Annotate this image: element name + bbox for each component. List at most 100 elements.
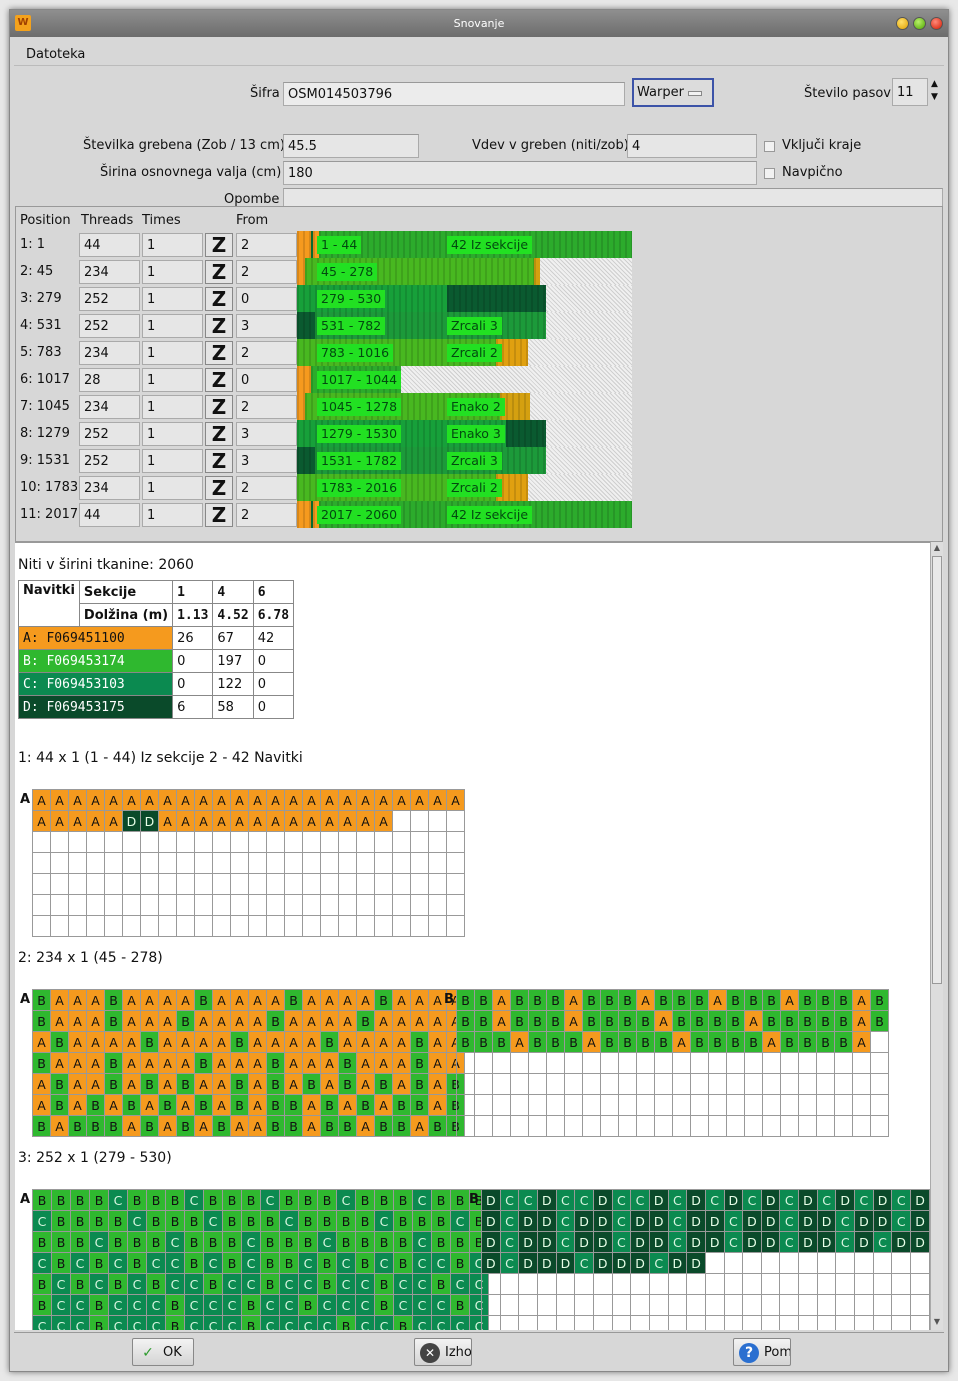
threads-input[interactable]: 252 <box>79 314 140 338</box>
z-direction-icon[interactable]: Z <box>205 449 233 473</box>
z-direction-icon[interactable]: Z <box>205 314 233 338</box>
grid-cell <box>122 831 141 853</box>
reed-input[interactable]: 45.5 <box>283 134 419 158</box>
from-input[interactable]: 3 <box>236 314 297 338</box>
thread-band <box>297 393 305 420</box>
grid-cell <box>410 894 429 916</box>
grid-cell <box>510 1115 529 1137</box>
code-input[interactable]: OSM014503796 <box>283 82 625 106</box>
threads-input[interactable]: 252 <box>79 449 140 473</box>
z-direction-icon[interactable]: Z <box>205 503 233 527</box>
scroll-down-icon[interactable]: ▼ <box>933 1317 941 1326</box>
grid-cell: B <box>32 1231 52 1253</box>
times-input[interactable]: 1 <box>142 287 203 311</box>
from-input[interactable]: 2 <box>236 476 297 500</box>
grid-cell <box>708 1073 727 1095</box>
scroll-thumb[interactable] <box>932 556 942 984</box>
times-input[interactable]: 1 <box>142 449 203 473</box>
menu-file[interactable]: Datoteka <box>26 47 86 62</box>
from-input[interactable]: 2 <box>236 233 297 257</box>
z-direction-icon[interactable]: Z <box>205 368 233 392</box>
grid-cell <box>320 915 339 937</box>
from-input[interactable]: 2 <box>236 503 297 527</box>
grid-cell: B <box>338 1052 357 1074</box>
bands-stepper[interactable]: 11 <box>892 78 928 106</box>
grid-cell: C <box>336 1273 356 1295</box>
z-direction-icon[interactable]: Z <box>205 341 233 365</box>
grid-cell: B <box>140 1115 159 1137</box>
stepper-arrows-icon[interactable]: ▲ ▼ <box>931 79 938 102</box>
from-input[interactable]: 3 <box>236 422 297 446</box>
maximize-button[interactable] <box>913 17 926 30</box>
times-input[interactable]: 1 <box>142 260 203 284</box>
scroll-up-icon[interactable]: ▲ <box>933 543 941 552</box>
grid-cell <box>68 852 87 874</box>
vertical-checkbox[interactable] <box>764 168 775 179</box>
times-input[interactable]: 1 <box>142 314 203 338</box>
times-input[interactable]: 1 <box>142 395 203 419</box>
from-input[interactable]: 2 <box>236 395 297 419</box>
grid-cell <box>654 1073 673 1095</box>
entry-input[interactable]: 4 <box>627 134 757 158</box>
z-direction-icon[interactable]: Z <box>205 395 233 419</box>
grid-cell: A <box>302 989 321 1011</box>
grid-cell: A <box>122 989 141 1011</box>
threads-input[interactable]: 234 <box>79 476 140 500</box>
from-input[interactable]: 0 <box>236 368 297 392</box>
minimize-button[interactable] <box>896 17 909 30</box>
grid-cell <box>194 894 213 916</box>
grid-cell: A <box>32 789 51 811</box>
threads-input[interactable]: 28 <box>79 368 140 392</box>
grid-cell: B <box>89 1294 109 1316</box>
grid-cell <box>248 915 267 937</box>
help-button[interactable]: ? Pomoč <box>733 1338 791 1366</box>
times-input[interactable]: 1 <box>142 341 203 365</box>
roll-input[interactable]: 180 <box>283 161 757 185</box>
grid-cell: C <box>203 1210 223 1232</box>
grid-cell: A <box>510 1031 529 1053</box>
footer-bar: ✓ OK ✕ Izhod ? Pomoč <box>14 1332 944 1370</box>
threads-input[interactable]: 234 <box>79 395 140 419</box>
grid-cell: A <box>158 810 177 832</box>
grid-cell: C <box>412 1273 432 1295</box>
z-direction-icon[interactable]: Z <box>205 476 233 500</box>
z-direction-icon[interactable]: Z <box>205 260 233 284</box>
machine-button[interactable]: Warper <box>632 78 714 107</box>
report-view[interactable]: Niti v širini tkanine: 2060 Navitki Sekc… <box>15 542 930 1330</box>
threads-input[interactable]: 252 <box>79 287 140 311</box>
close-button[interactable] <box>930 17 943 30</box>
from-input[interactable]: 2 <box>236 341 297 365</box>
from-input[interactable]: 2 <box>236 260 297 284</box>
threads-input[interactable]: 234 <box>79 260 140 284</box>
grid-cell <box>428 915 447 937</box>
times-input[interactable]: 1 <box>142 422 203 446</box>
z-direction-icon[interactable]: Z <box>205 287 233 311</box>
section-range: 783 - 1016 <box>317 344 394 362</box>
threads-input[interactable]: 44 <box>79 503 140 527</box>
title-bar[interactable]: W Snovanje <box>10 10 948 37</box>
grid-cell: B <box>336 1315 356 1330</box>
include-edges-checkbox[interactable] <box>764 141 775 152</box>
z-direction-icon[interactable]: Z <box>205 233 233 257</box>
times-input[interactable]: 1 <box>142 476 203 500</box>
threads-input[interactable]: 44 <box>79 233 140 257</box>
grid-cell <box>852 1115 871 1137</box>
grid-cell <box>582 1073 601 1095</box>
grid-cell: B <box>184 1210 204 1232</box>
grid-cell: A <box>212 1031 231 1053</box>
threads-input[interactable]: 252 <box>79 422 140 446</box>
grid-cell: A <box>338 810 357 832</box>
times-input[interactable]: 1 <box>142 503 203 527</box>
grid-cell: B <box>672 1010 691 1032</box>
threads-input[interactable]: 234 <box>79 341 140 365</box>
times-input[interactable]: 1 <box>142 233 203 257</box>
from-input[interactable]: 3 <box>236 449 297 473</box>
report-scrollbar[interactable]: ▲ ▼ <box>930 542 943 1330</box>
z-direction-icon[interactable]: Z <box>205 422 233 446</box>
from-input[interactable]: 0 <box>236 287 297 311</box>
ok-button[interactable]: ✓ OK <box>132 1338 194 1366</box>
thread-band <box>310 501 313 528</box>
grid-cell <box>816 1052 835 1074</box>
exit-button[interactable]: ✕ Izhod <box>414 1338 472 1366</box>
times-input[interactable]: 1 <box>142 368 203 392</box>
